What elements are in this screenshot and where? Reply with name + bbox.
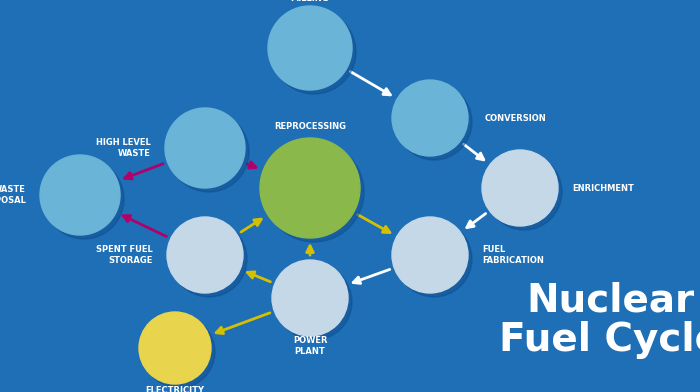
- Ellipse shape: [139, 312, 211, 384]
- Ellipse shape: [486, 154, 562, 230]
- Ellipse shape: [143, 316, 215, 388]
- Text: FUEL
FABRICATION: FUEL FABRICATION: [482, 245, 544, 265]
- Ellipse shape: [264, 142, 356, 234]
- Ellipse shape: [141, 315, 209, 381]
- Text: WASTE
DISPOSAL: WASTE DISPOSAL: [0, 185, 26, 205]
- Ellipse shape: [260, 138, 360, 238]
- Ellipse shape: [165, 108, 245, 188]
- Ellipse shape: [167, 217, 243, 293]
- Ellipse shape: [268, 6, 352, 90]
- Text: ENRICHMENT: ENRICHMENT: [572, 183, 634, 192]
- Text: SPENT FUEL
STORAGE: SPENT FUEL STORAGE: [97, 245, 153, 265]
- Ellipse shape: [276, 264, 352, 340]
- Ellipse shape: [171, 221, 247, 297]
- Text: HIGH LEVEL
WASTE: HIGH LEVEL WASTE: [97, 138, 151, 158]
- Text: POWER
PLANT: POWER PLANT: [293, 336, 328, 356]
- Ellipse shape: [272, 260, 348, 336]
- Text: CONVERSION: CONVERSION: [485, 114, 547, 123]
- Ellipse shape: [275, 263, 345, 333]
- Ellipse shape: [396, 84, 472, 160]
- Ellipse shape: [395, 83, 466, 153]
- Text: Fuel Cycle: Fuel Cycle: [499, 321, 700, 359]
- Text: Nuclear: Nuclear: [526, 281, 694, 319]
- Text: ELECTRICITY
GENERATION: ELECTRICITY GENERATION: [145, 386, 205, 392]
- Ellipse shape: [485, 153, 555, 223]
- Ellipse shape: [40, 155, 120, 235]
- Ellipse shape: [271, 9, 349, 87]
- Text: REPROCESSING: REPROCESSING: [274, 122, 346, 131]
- Ellipse shape: [272, 10, 356, 94]
- Ellipse shape: [170, 220, 240, 290]
- Text: MINING AND
MILLING: MINING AND MILLING: [281, 0, 339, 3]
- Ellipse shape: [395, 220, 466, 290]
- Ellipse shape: [482, 150, 558, 226]
- Ellipse shape: [168, 111, 242, 185]
- Ellipse shape: [392, 217, 468, 293]
- Ellipse shape: [169, 112, 249, 192]
- Ellipse shape: [44, 159, 124, 239]
- Ellipse shape: [392, 80, 468, 156]
- Ellipse shape: [396, 221, 472, 297]
- Ellipse shape: [43, 158, 117, 232]
- Ellipse shape: [264, 142, 364, 242]
